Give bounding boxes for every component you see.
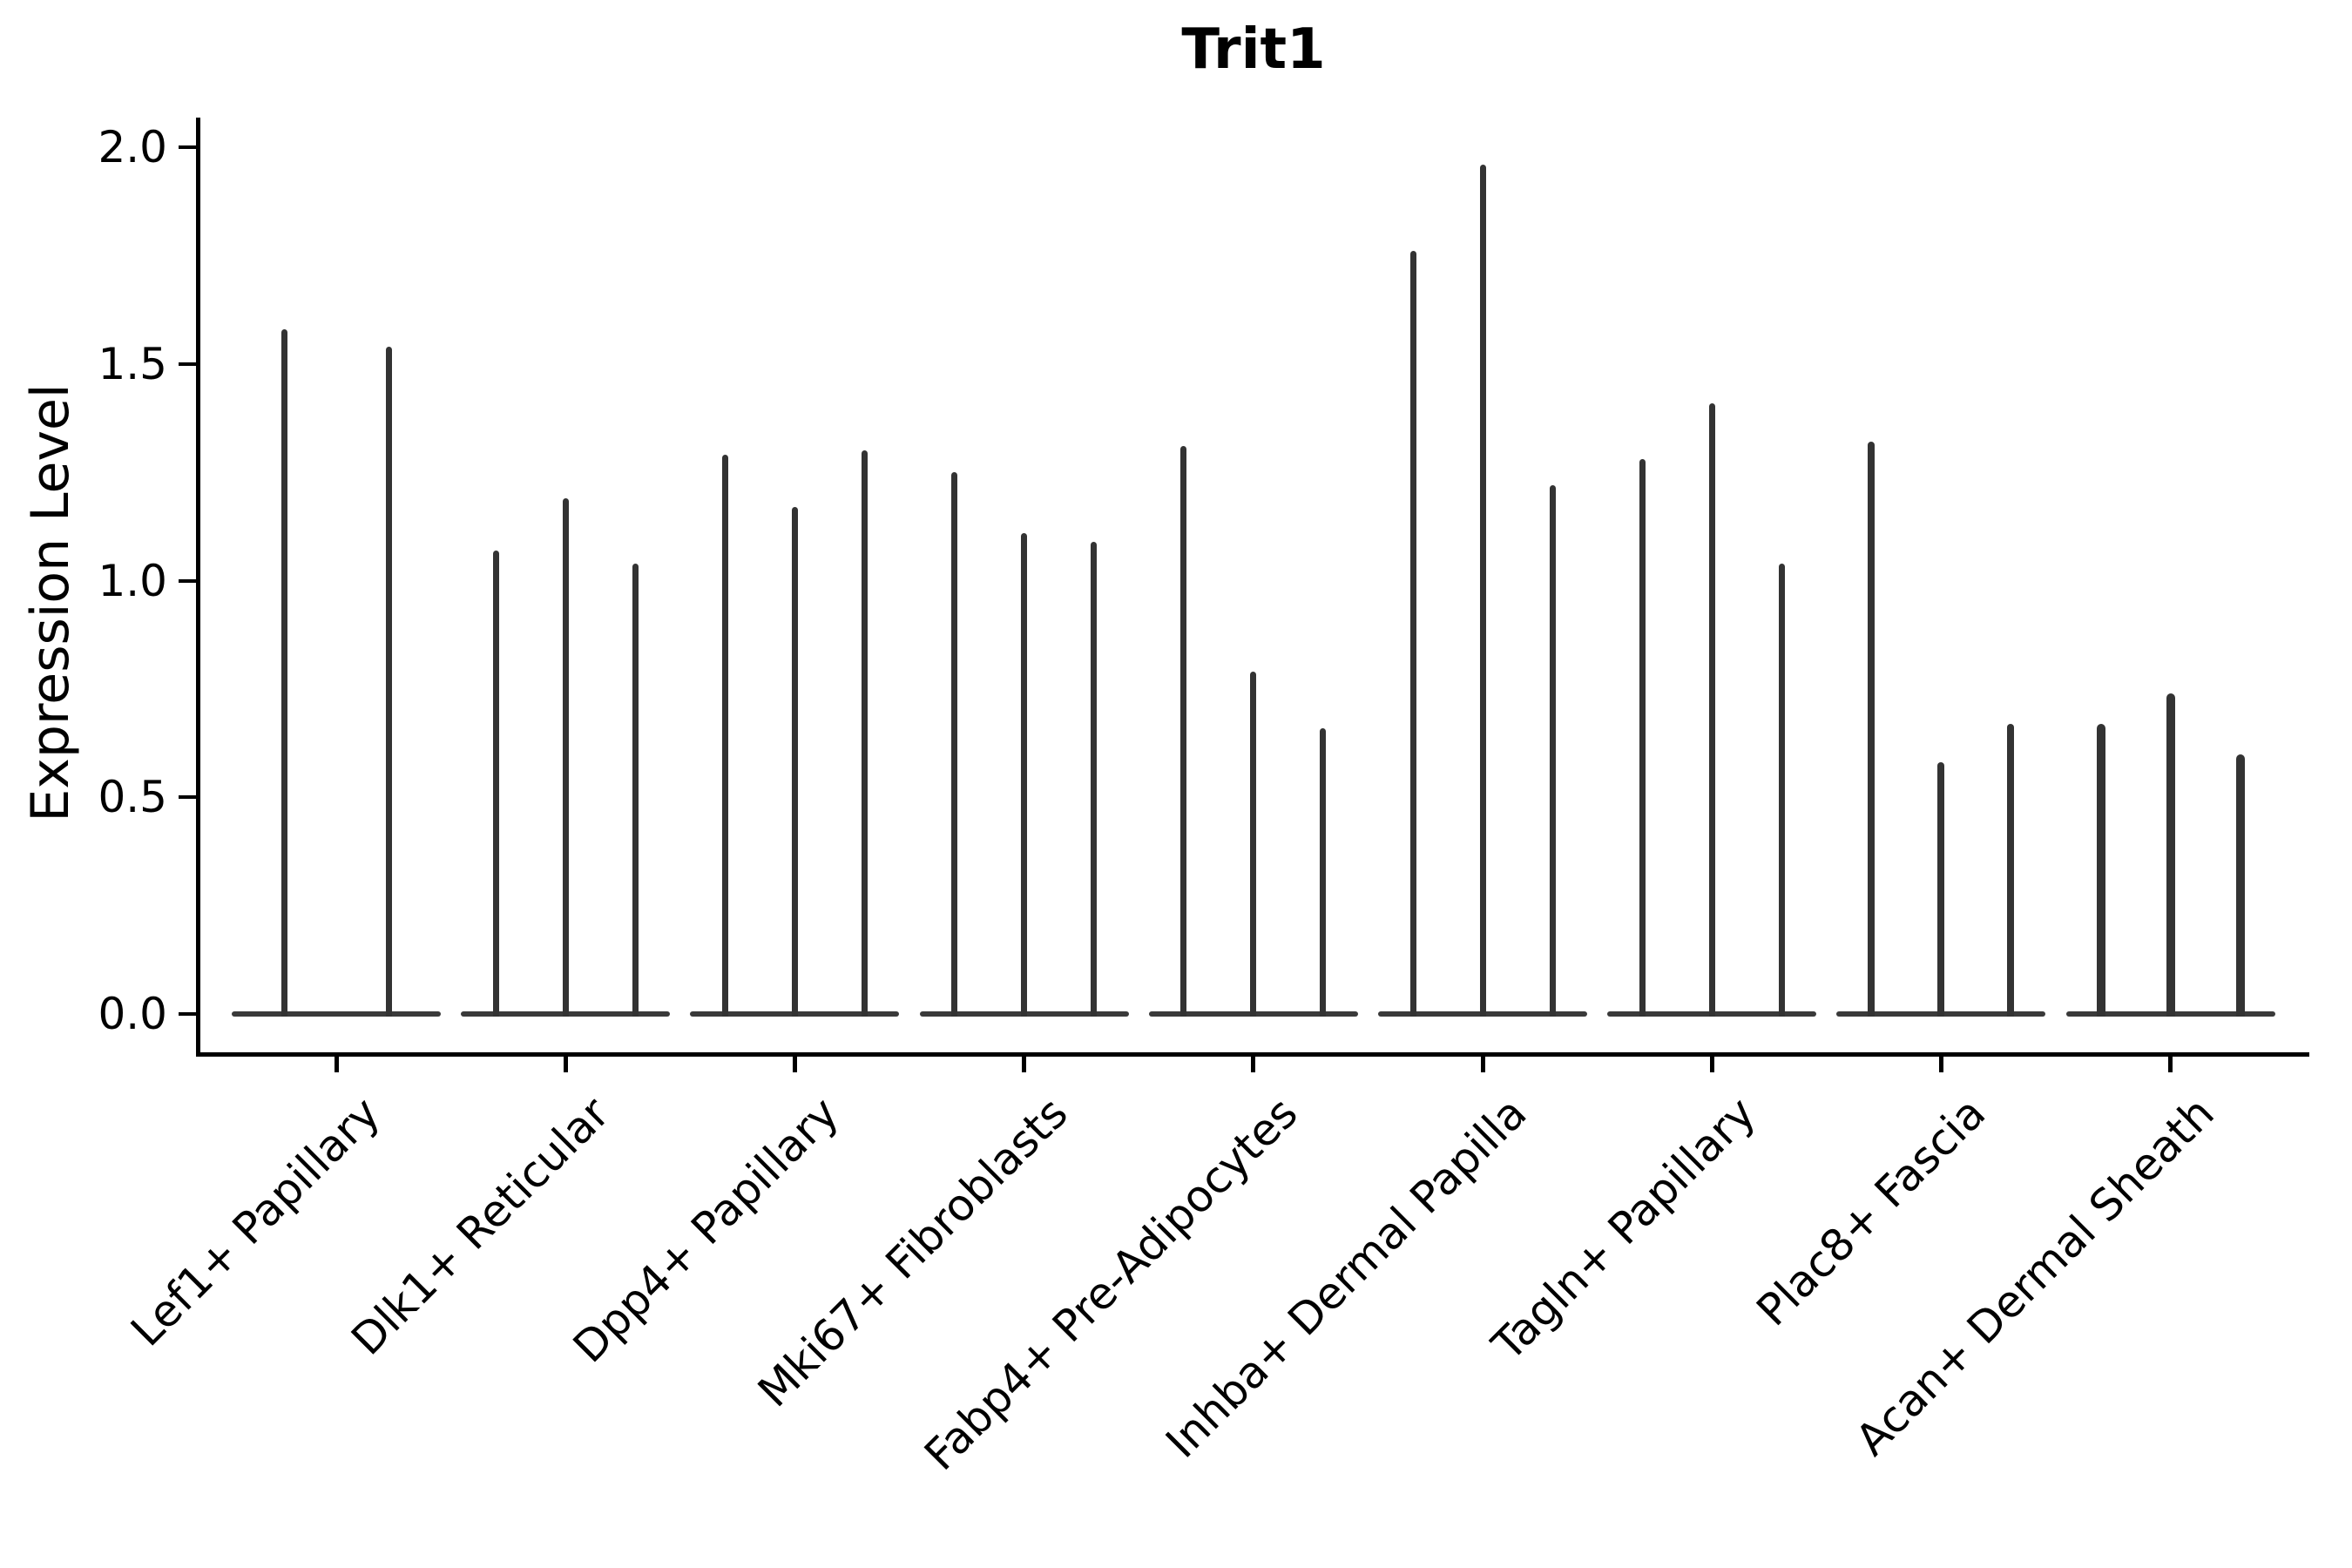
x-tick-mark <box>334 1056 339 1072</box>
x-tick-mark <box>1480 1056 1485 1072</box>
violin-spike <box>385 346 392 1017</box>
violin-spike <box>861 450 868 1017</box>
violin-spike <box>1250 671 1257 1017</box>
violin-spike <box>721 455 728 1017</box>
violin-spike <box>2235 754 2245 1017</box>
x-tick-mark <box>1709 1056 1714 1072</box>
x-tick-mark <box>2168 1056 2173 1072</box>
violin-spike <box>1021 532 1028 1017</box>
y-tick-mark <box>179 578 198 583</box>
violin-spike <box>1708 402 1715 1017</box>
plot-title: Trit1 <box>1181 17 1326 82</box>
x-tick-mark <box>1022 1056 1027 1072</box>
x-tick-mark <box>563 1056 568 1072</box>
y-tick-mark <box>179 1012 198 1016</box>
y-tick-label: 0.5 <box>98 772 167 823</box>
x-tick-mark <box>792 1056 797 1072</box>
violin-spike <box>951 472 958 1017</box>
y-axis-spine <box>196 118 200 1057</box>
violin-spike <box>1479 164 1486 1017</box>
violin-spike <box>1868 442 1876 1017</box>
x-tick-mark <box>1938 1056 1943 1072</box>
violin-spike <box>2166 693 2175 1017</box>
violin-spike <box>1409 251 1416 1017</box>
y-tick-label: 1.5 <box>98 338 167 389</box>
violin-spike <box>1320 727 1327 1017</box>
violin-spike <box>1778 563 1785 1017</box>
violin-spike <box>1937 762 1945 1017</box>
x-axis-spine <box>196 1052 2309 1057</box>
y-tick-mark <box>179 795 198 800</box>
violin-spike <box>492 550 499 1017</box>
x-tick-label: Lef1+ Papillary <box>121 1087 390 1356</box>
y-tick-mark <box>179 145 198 149</box>
y-tick-label: 1.0 <box>98 555 167 606</box>
violin-spike <box>632 563 639 1017</box>
x-tick-label: Fabp4+ Pre-Adipocytes <box>914 1087 1308 1481</box>
x-tick-label: Plac8+ Fascia <box>1747 1087 1996 1336</box>
violin-spike <box>2007 723 2015 1017</box>
x-tick-mark <box>1251 1056 1256 1072</box>
violin-spike <box>280 328 287 1017</box>
y-tick-label: 0.0 <box>98 989 167 1039</box>
y-tick-mark <box>179 362 198 366</box>
violin-spike <box>2096 723 2105 1017</box>
violin-spike <box>1180 446 1187 1017</box>
y-axis-label: Expression Level <box>20 383 81 822</box>
violin-spike <box>562 497 569 1017</box>
violin-base <box>232 1011 441 1017</box>
y-tick-label: 2.0 <box>98 122 167 172</box>
violin-spike <box>1639 459 1646 1017</box>
violin-spike <box>1091 541 1098 1017</box>
violin-spike <box>1549 485 1556 1017</box>
violin-spike <box>791 506 798 1017</box>
